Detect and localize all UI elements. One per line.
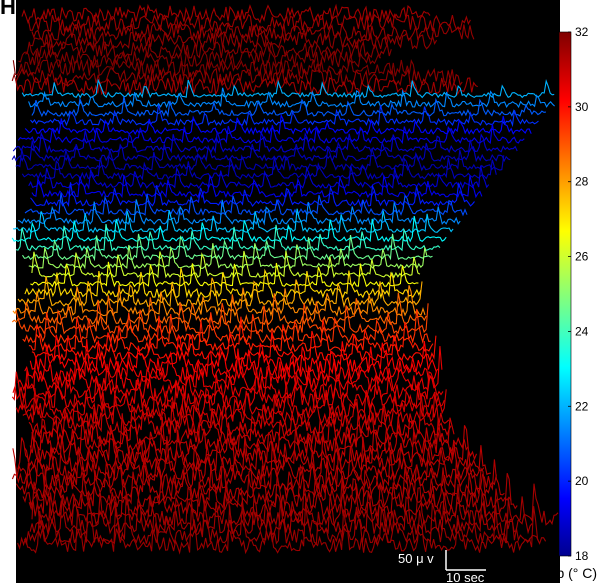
trace-line [31,96,546,118]
trace-line [22,308,431,345]
panel-label: H [0,0,16,19]
trace-line [28,165,490,190]
trace-line [25,39,392,60]
trace-line [11,139,511,163]
trace-line [28,87,555,109]
trace-line [24,422,478,464]
trace-line [29,333,437,375]
trace-line [17,275,423,309]
trace-line [12,130,518,154]
trace-line [30,261,419,288]
trace-line [11,292,427,327]
trace-line [12,284,426,317]
trace-line [22,233,433,262]
trace-line [24,339,440,383]
trace-line [29,491,533,536]
trace-line [21,157,497,181]
trace-group [11,3,559,555]
colorbar-label: Temp (° C) [530,565,597,581]
scale-time-label: 10 sec [446,570,485,583]
trace-line [15,76,478,97]
trace-line [12,58,416,78]
trace-line [17,502,547,555]
trace-line [29,412,469,456]
trace-line [31,480,559,528]
trace-line [30,31,438,51]
trace-line [11,215,447,243]
trace-line [12,363,444,402]
scale-bar: 50 μ v 10 sec [398,550,486,583]
colorbar-tick-label: 30 [575,100,589,114]
trace-line [31,250,421,279]
trace-line [13,208,454,234]
trace-line [15,452,505,501]
colorbar-tick-label: 18 [575,549,589,563]
trace-line [15,300,429,336]
trace-line [15,381,447,419]
colorbar-tick-label: 24 [575,324,589,338]
colorbar-tick-label: 22 [575,399,589,413]
trace-line [11,67,463,87]
trace-line [17,199,461,226]
trace-line [28,315,434,354]
colorbar-tick-label: 28 [575,175,589,189]
colorbar-tick-label: 32 [575,25,589,39]
trace-line [31,174,483,199]
colorbar-tick-label: 20 [575,474,589,488]
trace-line [22,387,450,428]
trace-line [31,21,475,42]
colorbar-gradient [558,31,572,557]
scale-amplitude-label: 50 μ v [398,551,434,566]
colorbar-tick-label: 26 [575,250,589,264]
trace-line [12,433,491,483]
trace-line [21,78,555,99]
trace-line [15,146,505,172]
colorbar: 18 20 22 24 26 28 30 32 Temp (° C) [530,25,597,581]
trace-line [31,330,437,363]
colorbar-ticks: 18 20 22 24 26 28 30 32 [568,25,589,563]
